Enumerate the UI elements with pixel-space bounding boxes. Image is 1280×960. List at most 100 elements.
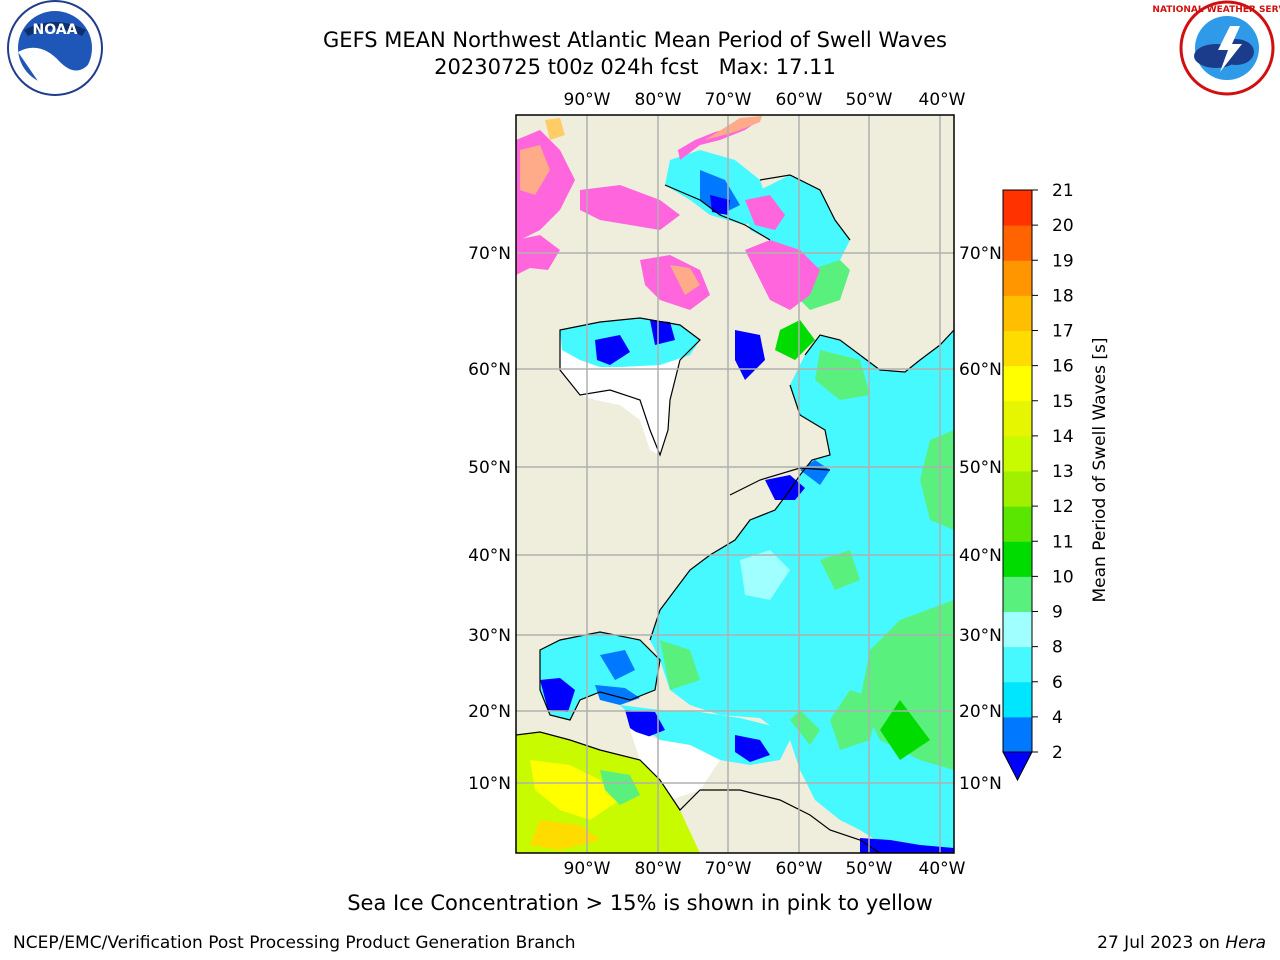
lon-label: 60°W: [776, 859, 823, 879]
colorbar-segment: [1003, 541, 1032, 577]
colorbar-segment: [1003, 365, 1032, 402]
colorbar-tick-label: 16: [1052, 357, 1074, 377]
colorbar-tick-label: 8: [1052, 638, 1063, 658]
caribbean-field: [625, 710, 665, 738]
noaa-logo: NOAA: [7, 0, 103, 96]
colorbar-tick-label: 11: [1052, 532, 1074, 552]
sea-ice: [745, 240, 820, 310]
colorbar-segment: [1003, 576, 1032, 612]
gulf-field: [540, 678, 575, 712]
swell-patch: [815, 350, 870, 400]
footer-host: Hera: [1225, 933, 1266, 953]
lat-label: 60°N: [959, 360, 1002, 380]
chart-subtitle: 20230725 t00z 024h fcst Max: 17.11: [434, 55, 836, 79]
lon-label: 90°W: [564, 90, 611, 110]
noaa-logo-text: NOAA: [33, 22, 78, 38]
colorbar-tick-label: 17: [1052, 322, 1074, 342]
lon-label: 80°W: [635, 90, 682, 110]
south-america-field: [600, 770, 640, 805]
hudson-bay-field: [650, 320, 675, 345]
colorbar-tick-label: 4: [1052, 708, 1063, 728]
ocean-field: [735, 330, 765, 380]
lat-label: 30°N: [468, 626, 511, 646]
swell-patch: [660, 640, 700, 690]
ocean-field-baffin: [710, 195, 730, 215]
colorbar-under-arrow: [1002, 751, 1033, 782]
colorbar-label: Mean Period of Swell Waves [s]: [1090, 338, 1110, 603]
footer-credit: NCEP/EMC/Verification Post Processing Pr…: [13, 933, 576, 953]
lat-label: 70°N: [468, 244, 511, 264]
lon-label: 80°W: [635, 859, 682, 879]
lat-label: 40°N: [959, 546, 1002, 566]
sea-ice: [545, 118, 565, 140]
ocean-field-baffin: [700, 170, 740, 215]
colorbar-tick-label: 6: [1052, 673, 1063, 693]
sea-ice: [745, 195, 785, 230]
colorbar-tick-label: 21: [1052, 181, 1074, 201]
st-lawrence: [765, 475, 805, 500]
sea-ice: [516, 235, 560, 275]
lat-labels-right: 70°N 60°N 50°N 40°N 30°N 20°N 10°N: [959, 244, 1002, 794]
swell-patch: [790, 710, 820, 745]
map-frame: [515, 114, 955, 854]
colorbar-tick-label: 18: [1052, 286, 1074, 306]
lat-label: 20°N: [959, 702, 1002, 722]
sea-ice: [705, 116, 762, 140]
colorbar-segment: [1003, 260, 1032, 296]
lon-label: 70°W: [705, 90, 752, 110]
lat-label: 10°N: [468, 774, 511, 794]
south-america-field: [530, 760, 620, 820]
colorbar-segment: [1003, 471, 1032, 507]
sea-ice-note: Sea Ice Concentration > 15% is shown in …: [347, 891, 933, 915]
colorbar-tick-label: 13: [1052, 462, 1074, 482]
colorbar-tick-label: 19: [1052, 251, 1074, 271]
south-america-land: [680, 790, 880, 853]
colorbar-segment: [1003, 646, 1032, 683]
lat-label: 50°N: [959, 458, 1002, 478]
graticule: [516, 115, 954, 853]
lat-label: 20°N: [468, 702, 511, 722]
swell-patch: [830, 690, 880, 750]
lon-label: 40°W: [919, 90, 966, 110]
colorbar-tick-label: 14: [1052, 427, 1074, 447]
nws-logo-text: NATIONAL WEATHER SERVICE: [1152, 5, 1280, 15]
colorbar: 2 4 6 8 9 10 11 12 13 14 15 16 17 18 19 20 21: [1002, 181, 1074, 782]
swell-patch: [880, 700, 930, 760]
colorbar-segment: [1003, 681, 1032, 718]
lon-label: 90°W: [564, 859, 611, 879]
lat-label: 40°N: [468, 546, 511, 566]
swell-patch: [775, 320, 815, 360]
colorbar-segment: [1003, 611, 1032, 648]
footer-date-text: 27 Jul 2023 on: [1097, 933, 1226, 953]
lon-label: 40°W: [919, 859, 966, 879]
colorbar-tick-label: 12: [1052, 497, 1074, 517]
lon-labels-bottom: 90°W 80°W 70°W 60°W 50°W 40°W: [564, 859, 966, 879]
colorbar-segment: [1003, 190, 1032, 226]
colorbar-segment: [1003, 330, 1032, 367]
colorbar-segment: [1003, 400, 1032, 437]
colorbar-tick-label: 2: [1052, 743, 1063, 763]
sea-ice: [670, 265, 700, 295]
chart-title: GEFS MEAN Northwest Atlantic Mean Period…: [323, 28, 947, 52]
south-america-field: [530, 820, 600, 850]
gulf-field: [600, 650, 635, 680]
nws-logo: NATIONAL WEATHER SERVICE: [1152, 0, 1280, 96]
lat-label: 70°N: [959, 244, 1002, 264]
colorbar-tick-label: 15: [1052, 392, 1074, 412]
swell-patch: [820, 550, 860, 590]
colorbar-segment: [1003, 225, 1032, 261]
lon-label: 50°W: [846, 859, 893, 879]
swell-patch: [920, 430, 954, 530]
map-area: [516, 115, 954, 853]
colorbar-segment: [1003, 506, 1032, 542]
lat-label: 10°N: [959, 774, 1002, 794]
lon-label: 60°W: [776, 90, 823, 110]
lat-labels-left: 70°N 60°N 50°N 40°N 30°N 20°N 10°N: [468, 244, 511, 794]
lat-label: 50°N: [468, 458, 511, 478]
lat-label: 30°N: [959, 626, 1002, 646]
colorbar-tick-label: 9: [1052, 603, 1063, 623]
lon-labels-top: 90°W 80°W 70°W 60°W 50°W 40°W: [564, 90, 966, 110]
footer-date: 27 Jul 2023 on Hera: [1097, 933, 1266, 953]
lon-label: 50°W: [846, 90, 893, 110]
